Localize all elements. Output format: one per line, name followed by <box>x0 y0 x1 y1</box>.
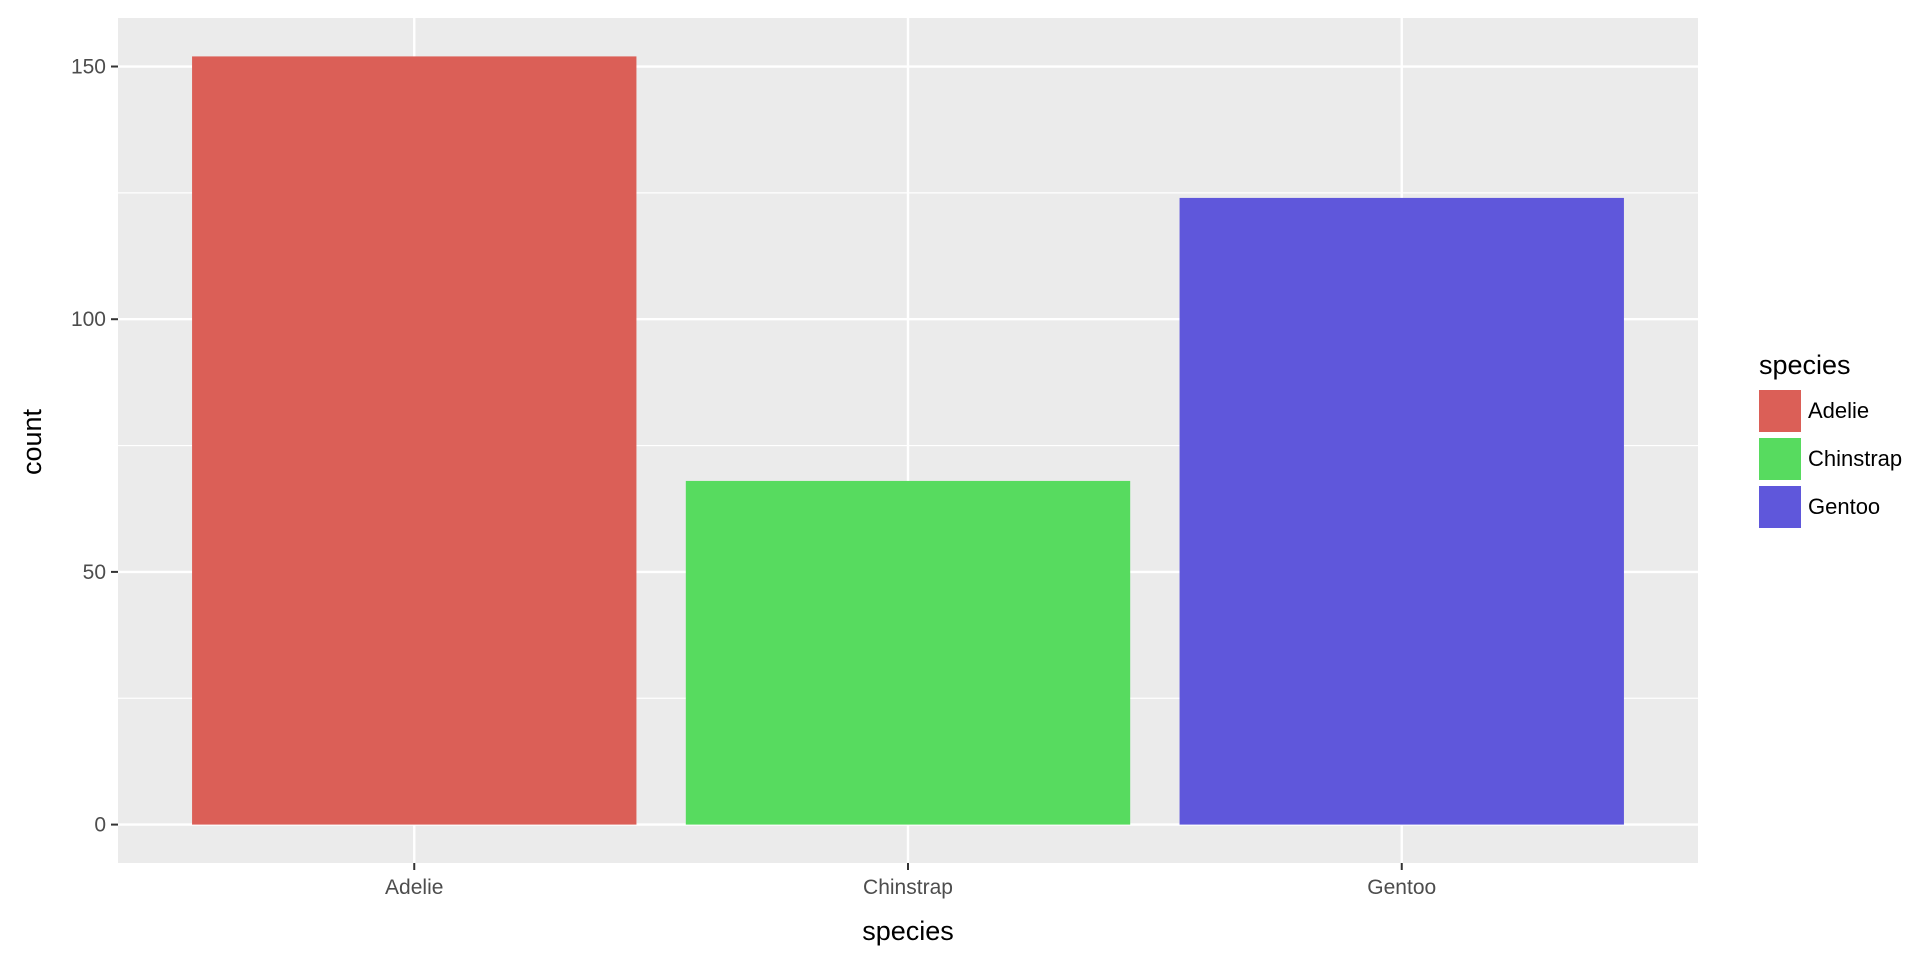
x-tick-label: Adelie <box>385 876 443 899</box>
y-tick-label: 0 <box>94 814 106 837</box>
y-tick-label: 100 <box>71 308 106 331</box>
y-tick-label: 50 <box>83 561 106 584</box>
legend-title: species <box>1759 350 1851 380</box>
legend-label: Chinstrap <box>1808 446 1902 471</box>
y-axis: 0 50 100 150 <box>71 56 118 837</box>
x-axis: Adelie Chinstrap Gentoo <box>385 863 1436 899</box>
bar-adelie <box>192 56 637 825</box>
y-tick-label: 150 <box>71 56 106 79</box>
x-axis-title: species <box>862 916 954 946</box>
legend-label: Adelie <box>1808 398 1869 423</box>
bar-chinstrap <box>685 480 1131 825</box>
legend-key-gentoo <box>1759 486 1801 528</box>
bars <box>192 56 1624 825</box>
y-axis-title: count <box>17 408 47 475</box>
legend-label: Gentoo <box>1808 494 1880 519</box>
legend-key-adelie <box>1759 390 1801 432</box>
x-tick-label: Gentoo <box>1367 876 1436 899</box>
bar-gentoo <box>1179 197 1624 825</box>
legend: species Adelie Chinstrap Gentoo <box>1759 350 1902 528</box>
x-tick-label: Chinstrap <box>863 876 953 899</box>
legend-key-chinstrap <box>1759 438 1801 480</box>
